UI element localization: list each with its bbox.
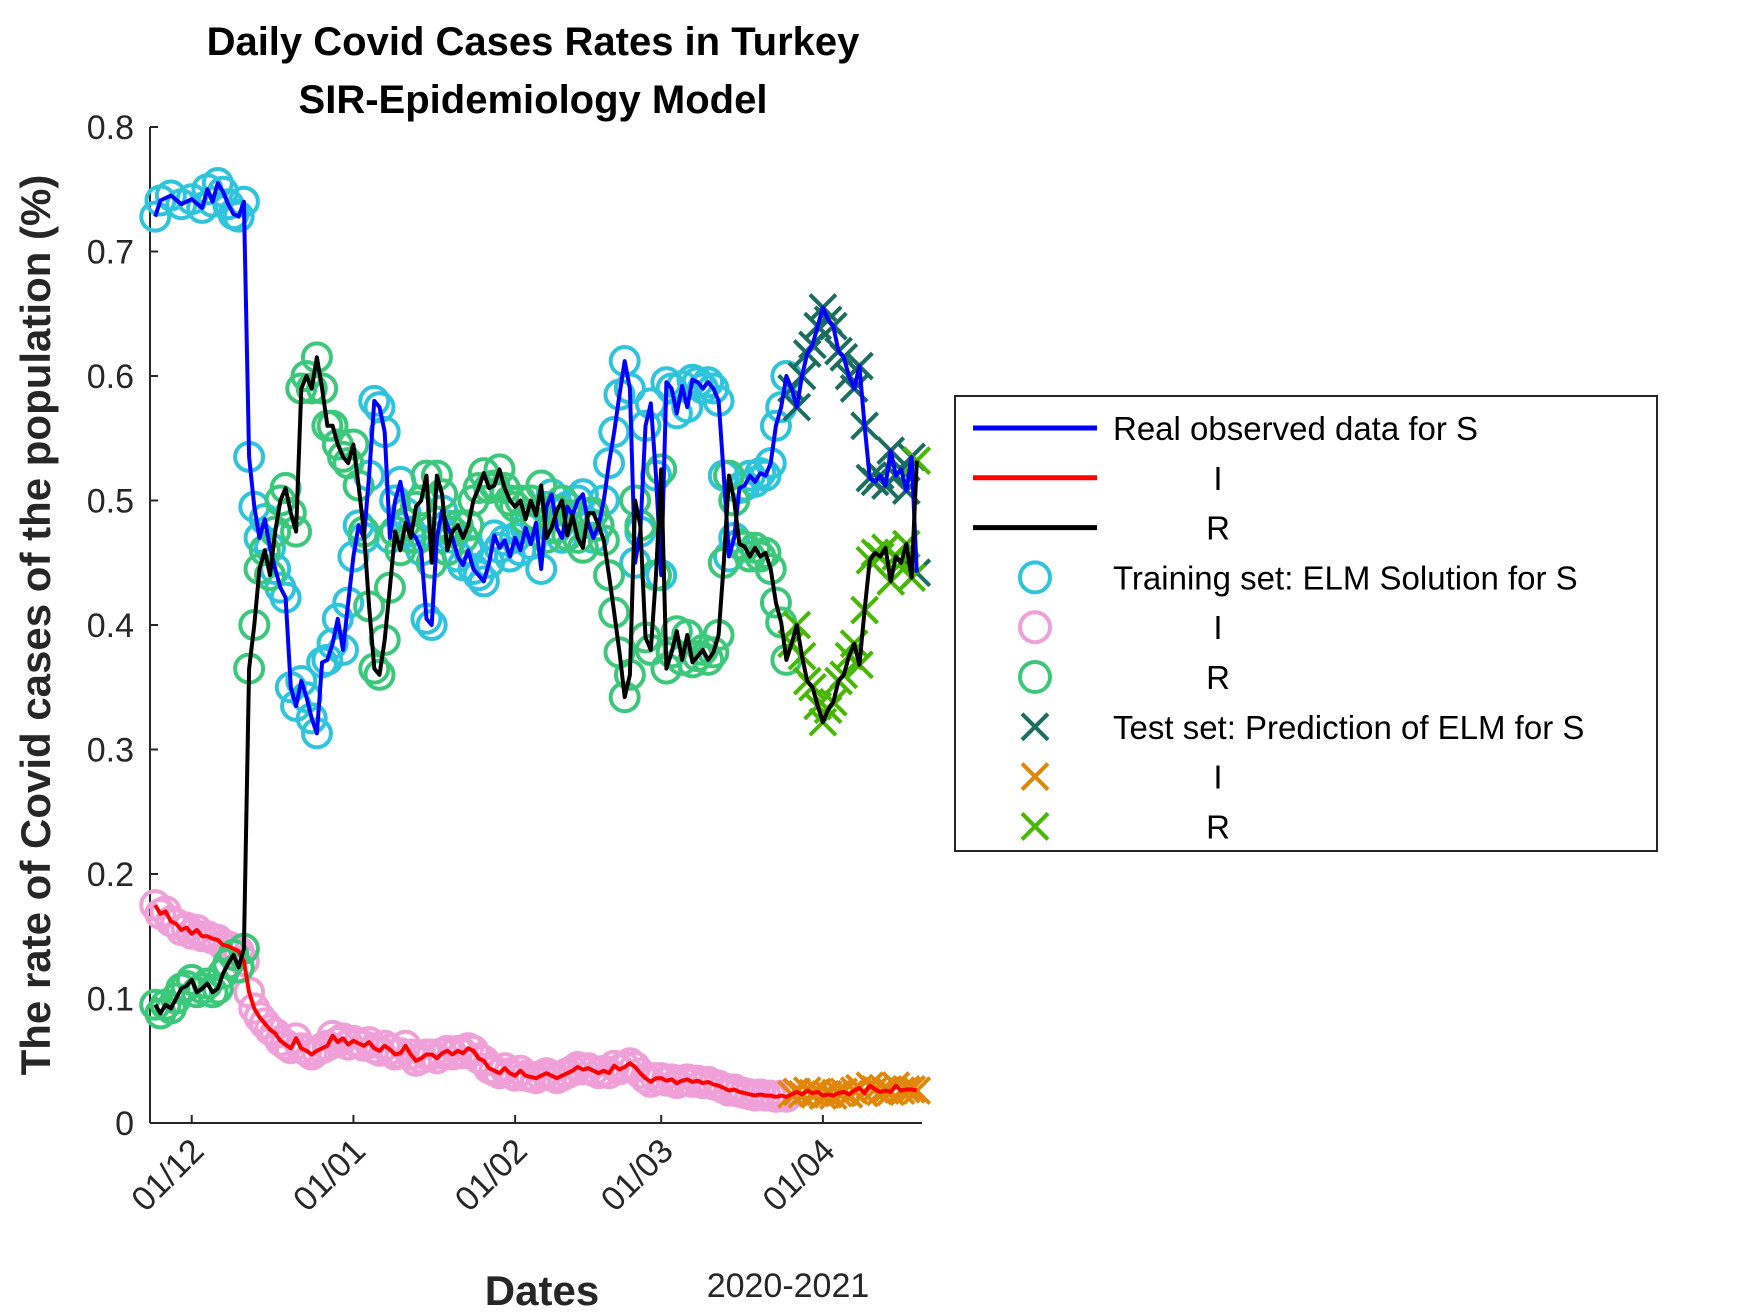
legend-label: R	[1206, 510, 1230, 547]
training-marker-i	[248, 1007, 281, 1040]
y-axis-label: The rate of Covid cases of the populatio…	[12, 175, 59, 1076]
legend-label: Real observed data for S	[1113, 410, 1478, 447]
training-marker-s	[295, 702, 328, 735]
training-marker-r	[587, 524, 620, 557]
legend-box	[954, 395, 1658, 852]
series-line-r	[153, 355, 919, 1016]
line-layer	[153, 181, 919, 1099]
y-tick-label: 0.5	[87, 483, 134, 521]
legend-cross-swatch	[1020, 811, 1050, 841]
training-marker-r	[759, 586, 792, 619]
x-axis-label: Dates	[485, 1267, 599, 1313]
training-marker-s	[681, 366, 714, 399]
training-marker-r	[295, 372, 328, 405]
training-marker-s	[321, 602, 354, 635]
legend-label: R	[1206, 808, 1230, 845]
training-marker-r	[483, 453, 516, 486]
legend-cross-swatch	[1020, 712, 1050, 742]
x-axis-date-range: 2020-2021	[707, 1267, 870, 1305]
y-tick-label: 0.6	[87, 358, 134, 396]
training-marker-s	[139, 200, 172, 233]
y-tick-label: 0.8	[87, 109, 134, 147]
training-marker-s	[467, 565, 500, 598]
y-tick-label: 0.2	[87, 856, 134, 894]
training-marker-r	[754, 552, 787, 585]
y-tick-label: 0.3	[87, 732, 134, 770]
y-tick-label: 0.1	[87, 981, 134, 1019]
y-tick-label: 0	[115, 1105, 134, 1143]
legend-label: I	[1213, 609, 1222, 646]
chart-title-line-1: Daily Covid Cases Rates in Turkey	[207, 20, 861, 64]
y-ticks: 0 0.1 0.2 0.3 0.4 0.5 0.6 0.7 0.8	[87, 109, 158, 1143]
legend-label: I	[1213, 460, 1222, 497]
legend-circle-swatch	[1018, 560, 1052, 595]
legend-circle-swatch	[1018, 660, 1052, 694]
legend-label: R	[1206, 659, 1230, 696]
series-line-i	[153, 904, 918, 1099]
training-marker-s	[154, 179, 187, 212]
legend-label: Training set: ELM Solution for S	[1113, 559, 1578, 596]
training-marker-r	[300, 341, 333, 374]
training-marker-r	[316, 409, 349, 442]
training-marker-s	[285, 665, 318, 698]
training-marker-r	[493, 484, 526, 517]
training-marker-s	[311, 643, 344, 676]
training-marker-s	[222, 200, 255, 233]
y-tick-label: 0.7	[87, 234, 134, 272]
legend-label: I	[1213, 759, 1222, 796]
legend-circle-swatch	[1018, 610, 1052, 645]
chart-title-line-2: SIR-Epidemiology Model	[299, 78, 768, 122]
training-marker-r	[363, 658, 396, 691]
legend-cross-swatch	[1020, 762, 1050, 792]
training-marker-r	[566, 531, 599, 564]
series-line-s	[153, 181, 919, 736]
legend-label: Test set: Prediction of ELM for S	[1113, 709, 1584, 746]
y-tick-label: 0.4	[87, 607, 134, 645]
